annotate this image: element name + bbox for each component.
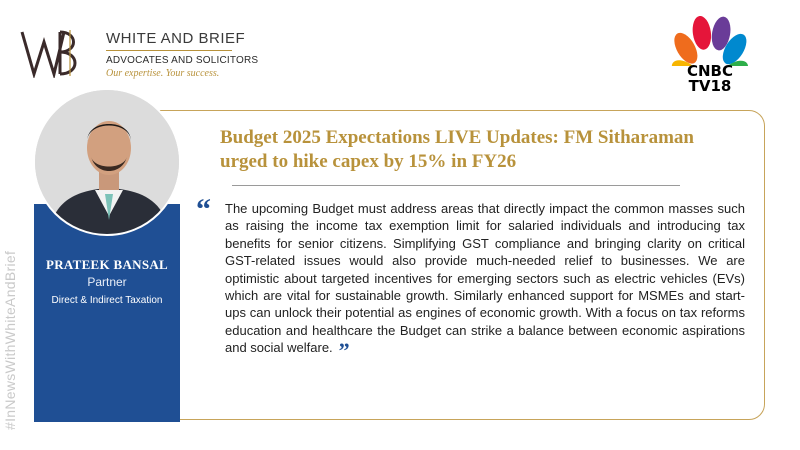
brand-divider (106, 50, 232, 51)
person-name: PRATEEK BANSAL (45, 257, 169, 272)
avatar (33, 88, 181, 236)
brand-title: WHITE AND BRIEF (106, 30, 246, 47)
media-name: CNBC TV18 (686, 62, 733, 95)
open-quote-icon: “ (196, 193, 211, 226)
hashtag-label: #InNewsWithWhiteAndBrief (2, 250, 18, 430)
headline: Budget 2025 Expectations LIVE Updates: F… (220, 127, 694, 172)
person-department: Direct & Indirect Taxation (51, 295, 163, 306)
wb-monogram-icon (20, 30, 77, 78)
person-role: Partner (87, 275, 127, 289)
profile-panel (34, 204, 180, 422)
media-logo: CNBC TV18 (664, 15, 756, 98)
quote-text: The upcoming Budget must address areas t… (225, 201, 745, 356)
brand-logo: WHITE AND BRIEF ADVOCATES AND SOLICITORS… (20, 28, 258, 80)
brand-subtitle: ADVOCATES AND SOLICITORS (106, 55, 259, 66)
brand-tagline: Our expertise. Your success. (106, 68, 220, 79)
cnbc-peacock-icon (671, 15, 749, 85)
quote-block: The upcoming Budget must address areas t… (225, 200, 745, 362)
close-quote-icon: ” (338, 338, 350, 364)
headline-divider (232, 185, 680, 186)
person-portrait-icon (35, 90, 179, 234)
